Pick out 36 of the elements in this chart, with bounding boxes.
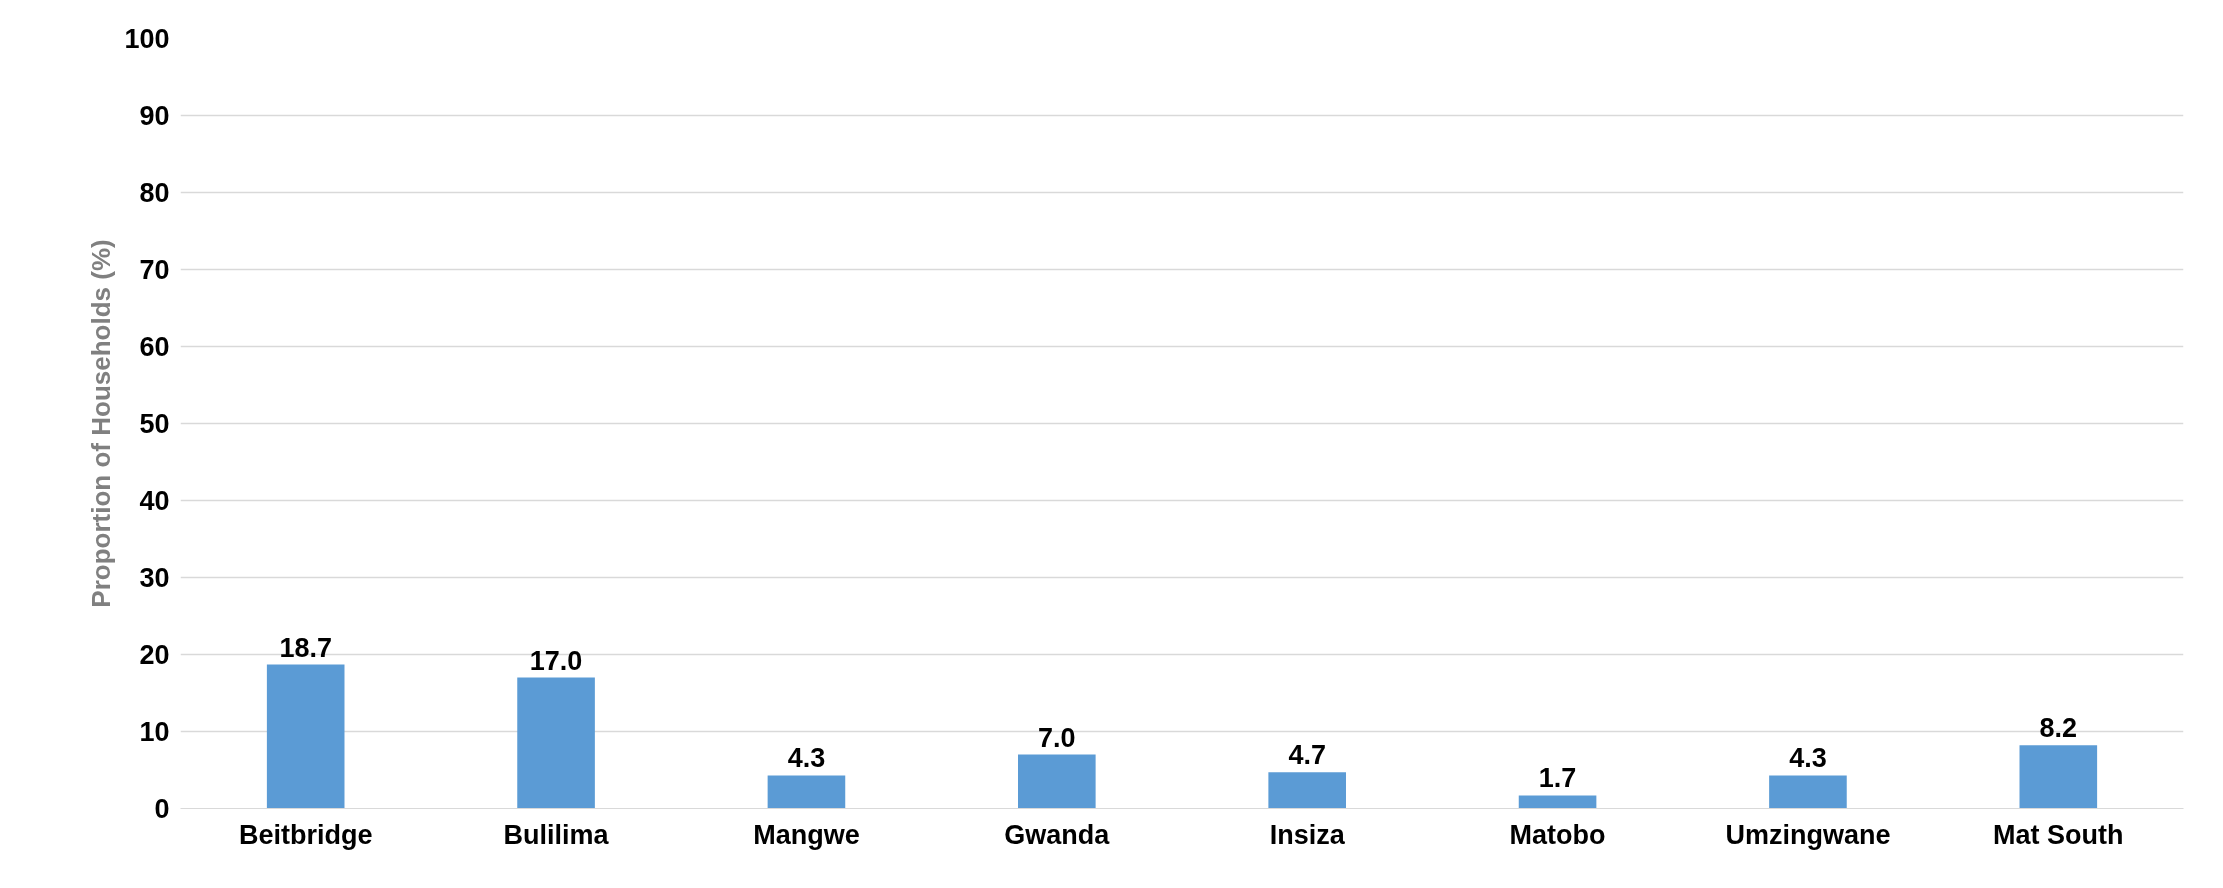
- y-tick-label: 40: [139, 486, 170, 516]
- y-axis-title: Proportion of Households (%): [86, 239, 117, 608]
- bar: [767, 775, 846, 809]
- data-label: 8.2: [2039, 713, 2078, 744]
- x-tick-label: Beitbridge: [238, 819, 373, 850]
- data-label: 18.7: [279, 632, 332, 663]
- bar: [1518, 795, 1597, 809]
- y-tick-label: 20: [139, 640, 170, 670]
- data-label: 4.3: [1789, 743, 1827, 774]
- bar: [517, 677, 595, 809]
- x-tick-label: Gwanda: [1004, 819, 1111, 850]
- bar: [1018, 754, 1096, 809]
- bar: [1268, 772, 1346, 809]
- data-label: 4.7: [1288, 740, 1326, 771]
- x-tick-label: Mat South: [1993, 819, 2124, 850]
- y-tick-label: 70: [139, 255, 170, 285]
- x-tick-label: Bulilima: [503, 819, 610, 850]
- data-label: 17.0: [529, 645, 583, 676]
- y-tick-label: 30: [139, 563, 170, 593]
- y-tick-label: 10: [139, 717, 170, 747]
- data-label: 1.7: [1538, 763, 1577, 794]
- x-tick-label: Insiza: [1269, 819, 1346, 850]
- bar: [2019, 745, 2098, 809]
- y-tick-label: 100: [124, 24, 170, 54]
- data-label: 4.3: [787, 743, 826, 774]
- y-tick-label: 80: [139, 178, 170, 208]
- x-tick-label: Matobo: [1509, 819, 1606, 850]
- y-tick-label: 60: [139, 332, 170, 362]
- x-tick-label: Mangwe: [753, 819, 860, 850]
- bar: [266, 664, 345, 809]
- bar: [1769, 775, 1847, 809]
- data-label: 7.0: [1038, 722, 1076, 753]
- y-tick-label: 90: [139, 101, 170, 131]
- y-tick-label: 0: [154, 794, 170, 824]
- x-tick-label: Umzingwane: [1725, 819, 1891, 850]
- y-tick-label: 50: [139, 409, 170, 439]
